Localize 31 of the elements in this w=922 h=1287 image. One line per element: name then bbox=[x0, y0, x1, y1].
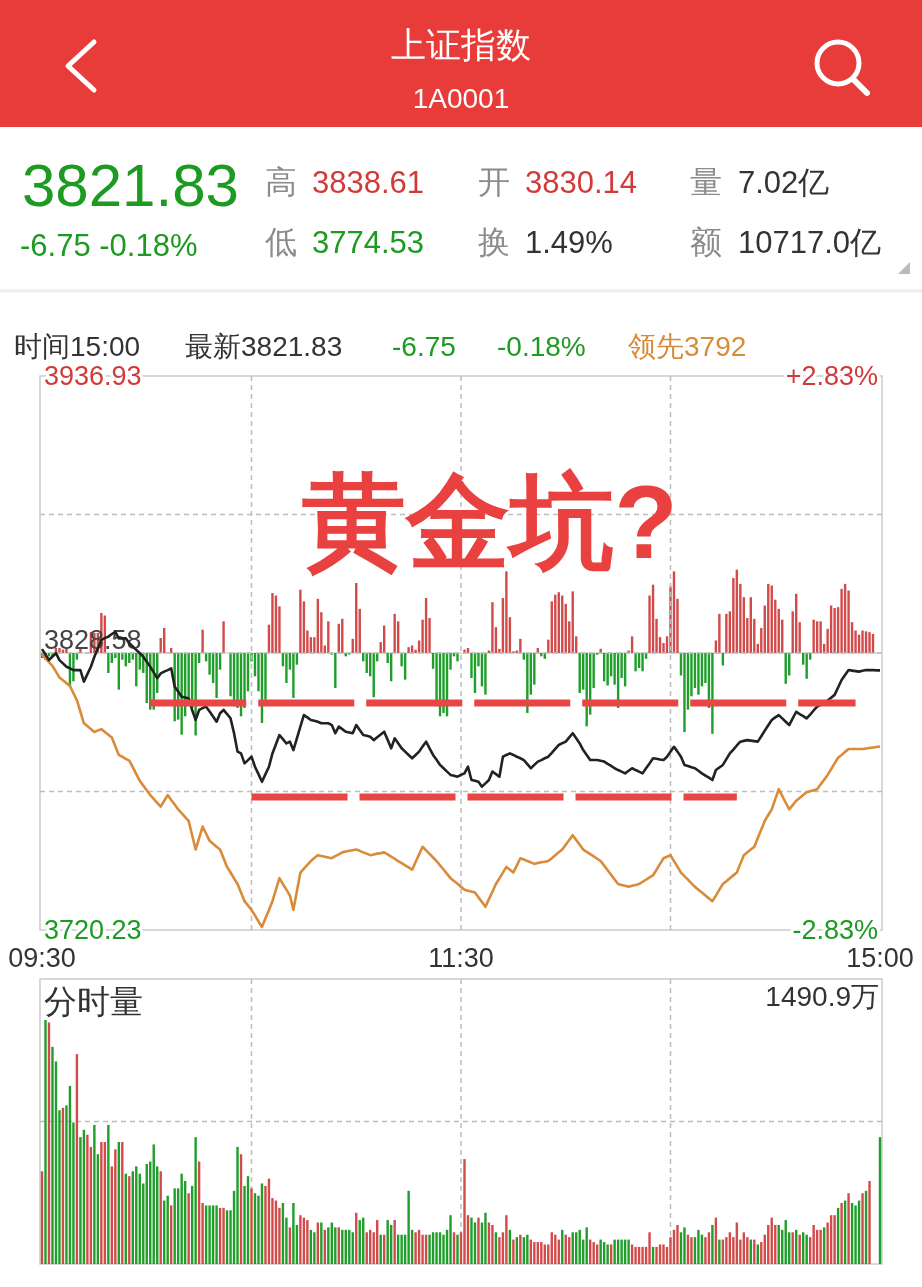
text: 3774.53 bbox=[312, 225, 425, 260]
text: 领先3792 bbox=[628, 331, 747, 362]
text: -6.75 bbox=[392, 331, 456, 362]
text: 1.49% bbox=[525, 225, 613, 260]
y-tick-label: 3936.93 bbox=[44, 361, 142, 391]
text: 最新3821.83 bbox=[185, 331, 343, 362]
y2-tick-label: -2.83% bbox=[792, 915, 878, 945]
text: -6.75 -0.18% bbox=[20, 228, 198, 263]
y-tick-label: 3720.23 bbox=[44, 915, 142, 945]
text: 1A0001 bbox=[412, 83, 510, 114]
text: 时间15:00 bbox=[14, 331, 141, 362]
text: 3830.14 bbox=[525, 165, 638, 200]
text: 上证指数 bbox=[391, 25, 531, 64]
text: 额 bbox=[690, 224, 722, 260]
text: -0.18% bbox=[497, 331, 586, 362]
x-tick-label: 11:30 bbox=[428, 943, 494, 973]
chart-title: 分时量 bbox=[44, 983, 143, 1020]
x-tick-label: 09:30 bbox=[8, 943, 76, 973]
text: 3821.83 bbox=[22, 152, 239, 219]
text: 7.02亿 bbox=[738, 165, 830, 200]
text: 量 bbox=[690, 164, 722, 200]
text: 低 bbox=[265, 224, 297, 260]
x-tick-label: 15:00 bbox=[846, 943, 914, 973]
text: 10717.0亿 bbox=[738, 225, 882, 260]
text: 高 bbox=[265, 164, 297, 200]
annotation: 黄金坑? bbox=[302, 464, 678, 580]
text: 开 bbox=[478, 164, 510, 200]
text: 换 bbox=[478, 224, 510, 260]
text: 1490.9万 bbox=[765, 981, 879, 1012]
text: 3838.61 bbox=[312, 165, 425, 200]
y2-tick-label: +2.83% bbox=[785, 361, 878, 391]
